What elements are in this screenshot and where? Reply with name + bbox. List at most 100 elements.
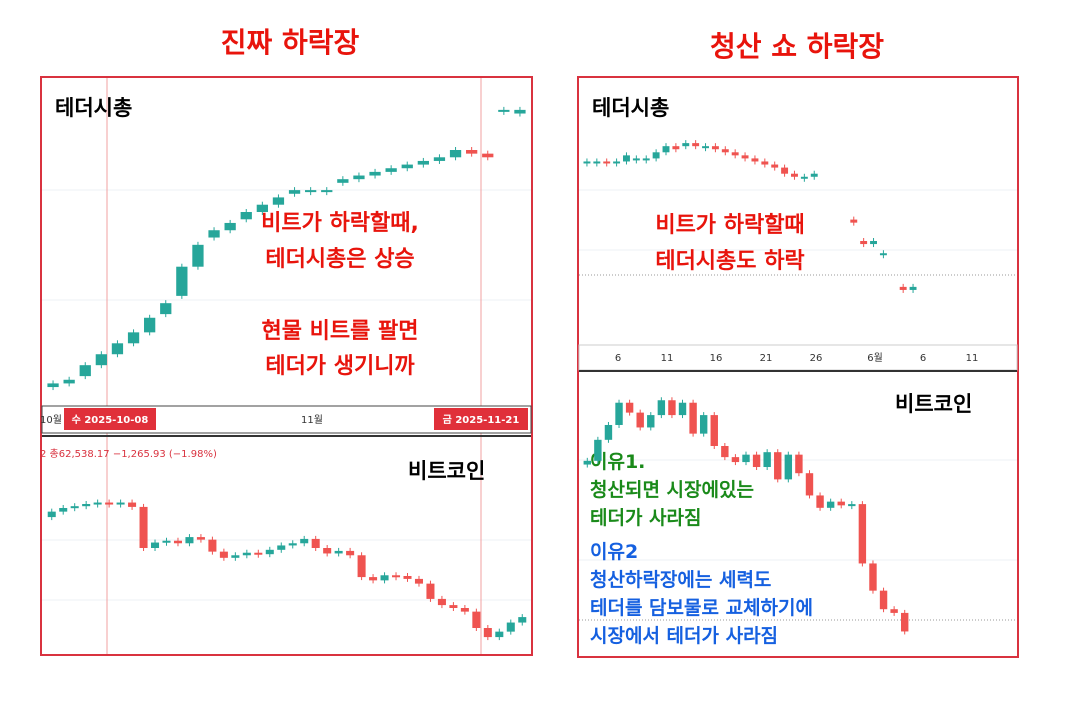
- candle: [82, 504, 91, 507]
- axis-label: 11월: [301, 414, 323, 426]
- candle: [385, 168, 397, 172]
- candle: [593, 161, 601, 164]
- axis-label: 수 2025-10-08: [72, 414, 149, 426]
- candle: [761, 161, 769, 165]
- candle: [482, 153, 494, 158]
- candle: [692, 143, 700, 147]
- candle: [59, 508, 68, 512]
- candle: [870, 241, 877, 245]
- candle: [254, 552, 263, 555]
- candle: [176, 266, 188, 296]
- reason-line: 테더를 담보물로 교체하기에: [590, 597, 813, 619]
- candle: [742, 454, 750, 463]
- candle: [300, 538, 309, 544]
- candle: [185, 537, 194, 544]
- candle: [369, 577, 378, 581]
- candle: [240, 212, 252, 220]
- candle: [890, 609, 898, 613]
- candle: [810, 173, 818, 177]
- candle: [305, 190, 317, 193]
- candle: [63, 379, 75, 384]
- candle: [95, 354, 107, 366]
- candle: [380, 575, 389, 581]
- candle: [647, 415, 655, 428]
- candle: [702, 146, 709, 149]
- candle: [144, 317, 156, 333]
- candle: [79, 365, 91, 377]
- candle: [860, 241, 868, 245]
- title: 청산 쇼 하락장: [710, 30, 884, 63]
- candle: [495, 631, 504, 638]
- candle: [518, 617, 527, 623]
- candle: [337, 179, 349, 183]
- candle: [498, 109, 510, 112]
- grid: [42, 189, 1017, 601]
- candle: [668, 400, 676, 416]
- candle: [426, 583, 435, 599]
- candle: [93, 502, 102, 505]
- candle: [460, 608, 469, 612]
- candle: [219, 551, 228, 558]
- axis-label: 11: [661, 353, 674, 364]
- right-frame: [577, 76, 1019, 658]
- candle: [672, 146, 680, 150]
- candle: [105, 502, 114, 505]
- axis-label: 21: [760, 353, 773, 364]
- candle: [774, 452, 782, 480]
- candle: [265, 549, 274, 555]
- candle: [346, 550, 355, 556]
- reason2: 이유2 청산하락장에는 세력도 테더를 담보물로 교체하기에 시장에서 테더가 …: [590, 541, 813, 647]
- candle: [781, 167, 789, 174]
- candle: [594, 439, 602, 461]
- candle: [721, 446, 729, 458]
- candle: [909, 286, 917, 290]
- chart-label: 비트코인: [895, 392, 972, 416]
- candle: [392, 575, 401, 578]
- candle: [403, 576, 412, 579]
- candle: [449, 605, 458, 608]
- candle: [437, 598, 446, 606]
- candle: [139, 506, 148, 548]
- left-frame: [40, 76, 533, 656]
- candle: [805, 473, 814, 496]
- candle: [151, 542, 160, 548]
- candle: [741, 155, 749, 159]
- candle: [615, 402, 623, 425]
- candle: [879, 253, 887, 256]
- date-pill: [434, 408, 528, 430]
- chart-label: 테더시총: [55, 96, 132, 120]
- candle: [869, 563, 877, 591]
- candle: [800, 176, 808, 179]
- chart-label: 테더시총: [592, 96, 669, 120]
- candle: [127, 332, 140, 344]
- candle: [752, 454, 761, 468]
- candle: [196, 537, 205, 540]
- candle: [623, 155, 630, 162]
- candle: [901, 612, 909, 632]
- candle: [417, 160, 429, 165]
- annotation: 비트가 하락할때: [655, 213, 804, 238]
- axis-label: 6: [920, 353, 926, 364]
- axis-label: 16: [710, 353, 723, 364]
- candle: [357, 555, 366, 578]
- candle: [192, 244, 204, 267]
- axis-label: 11: [966, 353, 979, 364]
- annotation: 현물 비트를 팔면: [262, 319, 419, 344]
- candle: [816, 495, 824, 508]
- candle: [662, 146, 670, 153]
- candle: [678, 402, 687, 416]
- axis-label: 6: [615, 353, 621, 364]
- candle: [483, 628, 492, 638]
- candle: [242, 552, 251, 556]
- candle: [472, 611, 481, 628]
- candle: [288, 190, 301, 194]
- reason1: 이유1. 청산되면 시장에있는 테더가 사라짐: [590, 451, 754, 529]
- candle: [256, 204, 268, 212]
- candle: [632, 158, 640, 161]
- candle: [858, 504, 867, 564]
- candle: [506, 622, 515, 632]
- axis-label: 26: [810, 353, 823, 364]
- candle: [128, 502, 137, 507]
- candle: [826, 501, 835, 508]
